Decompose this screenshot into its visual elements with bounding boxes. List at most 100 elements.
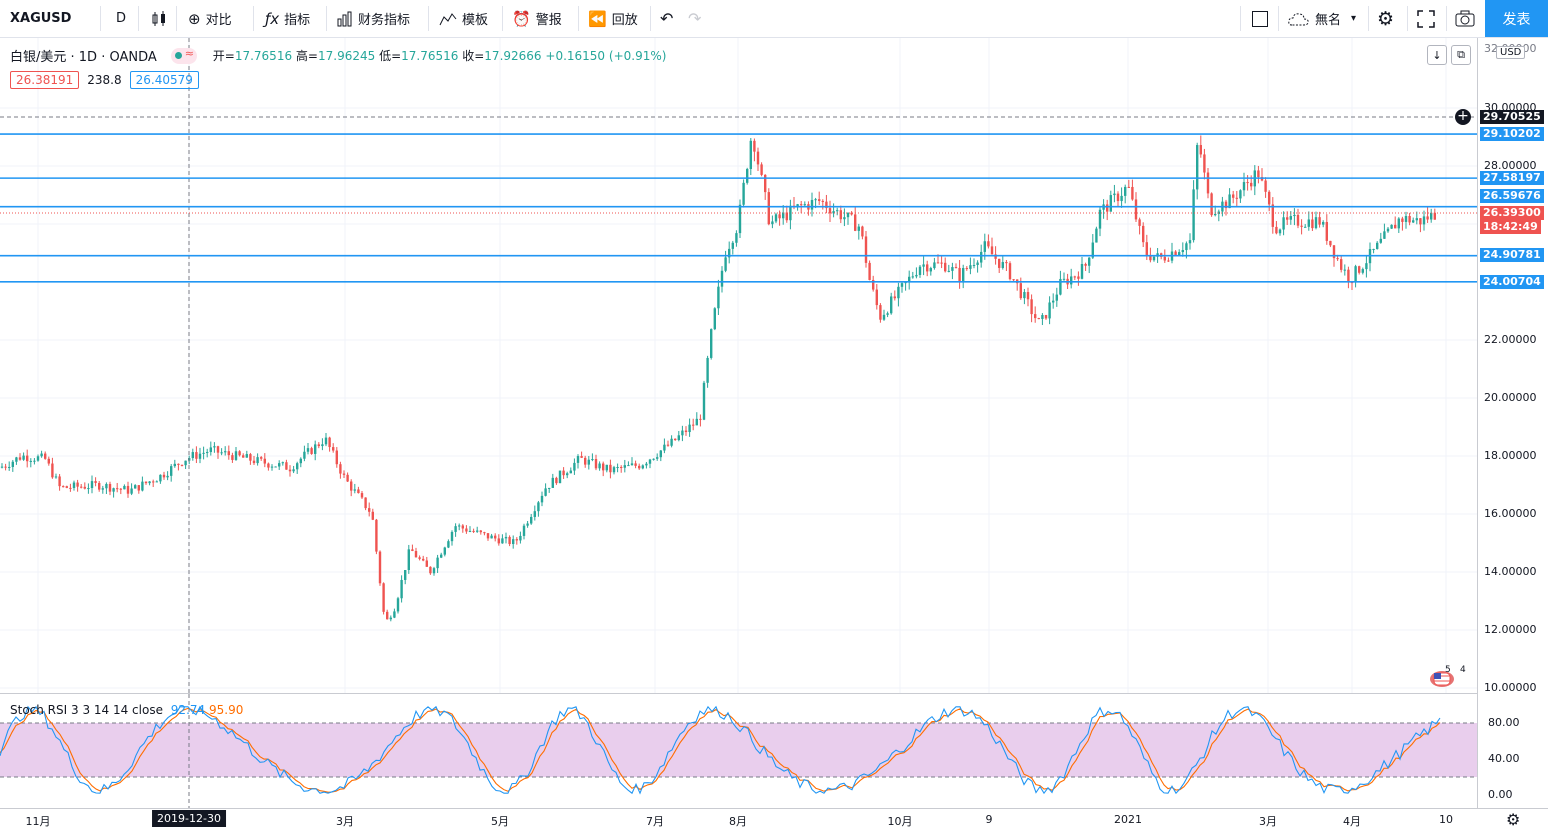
symbol-search[interactable]: XAGUSD xyxy=(10,11,72,26)
candle-body xyxy=(443,547,446,555)
candle-body xyxy=(566,473,569,476)
candle-body xyxy=(692,424,695,426)
candle-body xyxy=(1203,154,1206,173)
candle-body xyxy=(954,267,958,269)
settings-gear-icon[interactable]: ⚙ xyxy=(1377,7,1395,30)
chart-settings-gear-icon[interactable]: ⚙ xyxy=(1506,810,1521,829)
scroll-down-icon[interactable]: ↓ xyxy=(1427,45,1447,65)
candle-body xyxy=(404,570,407,580)
time-axis[interactable]: 11月 2019-12-30 3月 5月 7月 8月 10月 9 2021 3月 4月 10 ⚙ xyxy=(0,808,1548,834)
candle-body xyxy=(1152,256,1156,261)
candle-body xyxy=(29,460,32,462)
candle-body xyxy=(1289,216,1292,220)
replay-button[interactable]: ⏪ 回放 xyxy=(588,0,638,37)
price-tick-label: 14.00000 xyxy=(1484,565,1537,578)
candle-body xyxy=(335,450,338,465)
compare-button[interactable]: ⊕ 对比 xyxy=(188,0,232,37)
candle-body xyxy=(778,214,781,219)
candle-body xyxy=(324,437,328,445)
chart-type-button[interactable] xyxy=(150,0,168,37)
candle-body xyxy=(1034,314,1037,319)
candle-body xyxy=(501,538,504,544)
stoch-rsi-pane[interactable] xyxy=(0,694,1477,808)
candle-body xyxy=(299,458,302,464)
interval-selector[interactable]: D xyxy=(116,11,127,26)
candle-body xyxy=(1264,180,1267,192)
market-status-badge[interactable]: ≈ xyxy=(170,47,197,64)
level-price-tag: 24.90781 xyxy=(1480,248,1544,262)
candle-body xyxy=(785,212,788,221)
templates-button[interactable]: 模板 xyxy=(439,0,488,37)
add-alert-plus-icon[interactable]: + xyxy=(1455,109,1471,125)
candle-body xyxy=(666,444,670,446)
toolbar-divider xyxy=(650,6,651,31)
candle-body xyxy=(1278,229,1282,234)
stoch-rsi-legend: Stoch RSI 3 3 14 14 close 92.74 95.90 xyxy=(10,703,243,717)
cloud-icon xyxy=(1288,12,1309,25)
candle-body xyxy=(929,268,932,272)
candle-body xyxy=(648,459,652,464)
candle-body xyxy=(454,526,457,532)
candle-body xyxy=(440,554,443,558)
candle-body xyxy=(760,164,763,175)
ask-button[interactable]: 26.40579 xyxy=(129,71,199,89)
price-axis[interactable]: 32.00000 USD 30.0000028.0000026.0000024.… xyxy=(1477,38,1548,808)
candle-body xyxy=(245,454,248,458)
indicators-button[interactable]: ƒx 指标 xyxy=(265,0,310,37)
price-tick-label: 20.00000 xyxy=(1484,391,1537,404)
snapshot-button[interactable] xyxy=(1455,0,1475,37)
event-count-5: 5 xyxy=(1445,665,1451,675)
candle-body xyxy=(54,476,58,478)
candle-body xyxy=(922,264,925,267)
candle-body xyxy=(1023,292,1026,299)
candle-body xyxy=(386,611,389,620)
candle-body xyxy=(22,455,25,460)
candle-body xyxy=(450,531,454,542)
candle-body xyxy=(1062,278,1066,280)
candle-body xyxy=(224,451,227,453)
candle-body xyxy=(400,579,403,599)
candle-body xyxy=(303,451,306,459)
candle-body xyxy=(832,211,835,214)
candle-body xyxy=(195,452,198,459)
toolbar-divider xyxy=(100,6,101,31)
candle-body xyxy=(839,210,842,220)
candle-body xyxy=(479,530,482,533)
pane-divider[interactable] xyxy=(0,693,1477,694)
maximize-pane-icon[interactable]: ⧉ xyxy=(1451,45,1471,65)
layout-name-button[interactable]: 無名 ▾ xyxy=(1287,0,1356,37)
candle-body xyxy=(36,456,40,461)
candle-body xyxy=(260,457,263,459)
candle-body xyxy=(684,430,688,433)
square-icon xyxy=(1252,10,1268,27)
candle-body xyxy=(108,483,112,492)
price-tick-label: 22.00000 xyxy=(1484,333,1537,346)
fullscreen-layout-button[interactable] xyxy=(1251,0,1269,37)
currency-label[interactable]: USD xyxy=(1496,46,1526,59)
publish-button[interactable]: 发表 xyxy=(1485,0,1548,37)
candle-body xyxy=(1376,242,1379,249)
candle-body xyxy=(1430,212,1433,220)
candle-body xyxy=(1296,214,1300,226)
compare-label: 对比 xyxy=(205,13,232,28)
candle-body xyxy=(746,168,749,183)
financials-label: 财务指标 xyxy=(358,13,411,28)
candle-body xyxy=(209,447,212,453)
bid-button[interactable]: 26.38191 xyxy=(10,71,80,89)
candle-body xyxy=(875,289,878,306)
candle-body xyxy=(782,212,785,219)
redo-icon[interactable]: ↷ xyxy=(688,9,702,28)
economic-event-flag[interactable]: 5 4 xyxy=(1428,665,1466,689)
candle-body xyxy=(278,463,281,467)
alert-button[interactable]: ⏰ 警报 xyxy=(512,0,562,37)
undo-icon[interactable]: ↶ xyxy=(660,9,674,28)
candle-body xyxy=(1012,279,1015,281)
candle-body xyxy=(1163,256,1166,261)
candle-body xyxy=(623,465,626,468)
financials-button[interactable]: 财务指标 xyxy=(337,0,410,37)
candle-body xyxy=(202,452,205,454)
candle-body xyxy=(353,489,356,491)
fullscreen-button[interactable] xyxy=(1417,0,1435,37)
price-chart[interactable] xyxy=(0,38,1477,693)
candle-body xyxy=(627,465,630,467)
